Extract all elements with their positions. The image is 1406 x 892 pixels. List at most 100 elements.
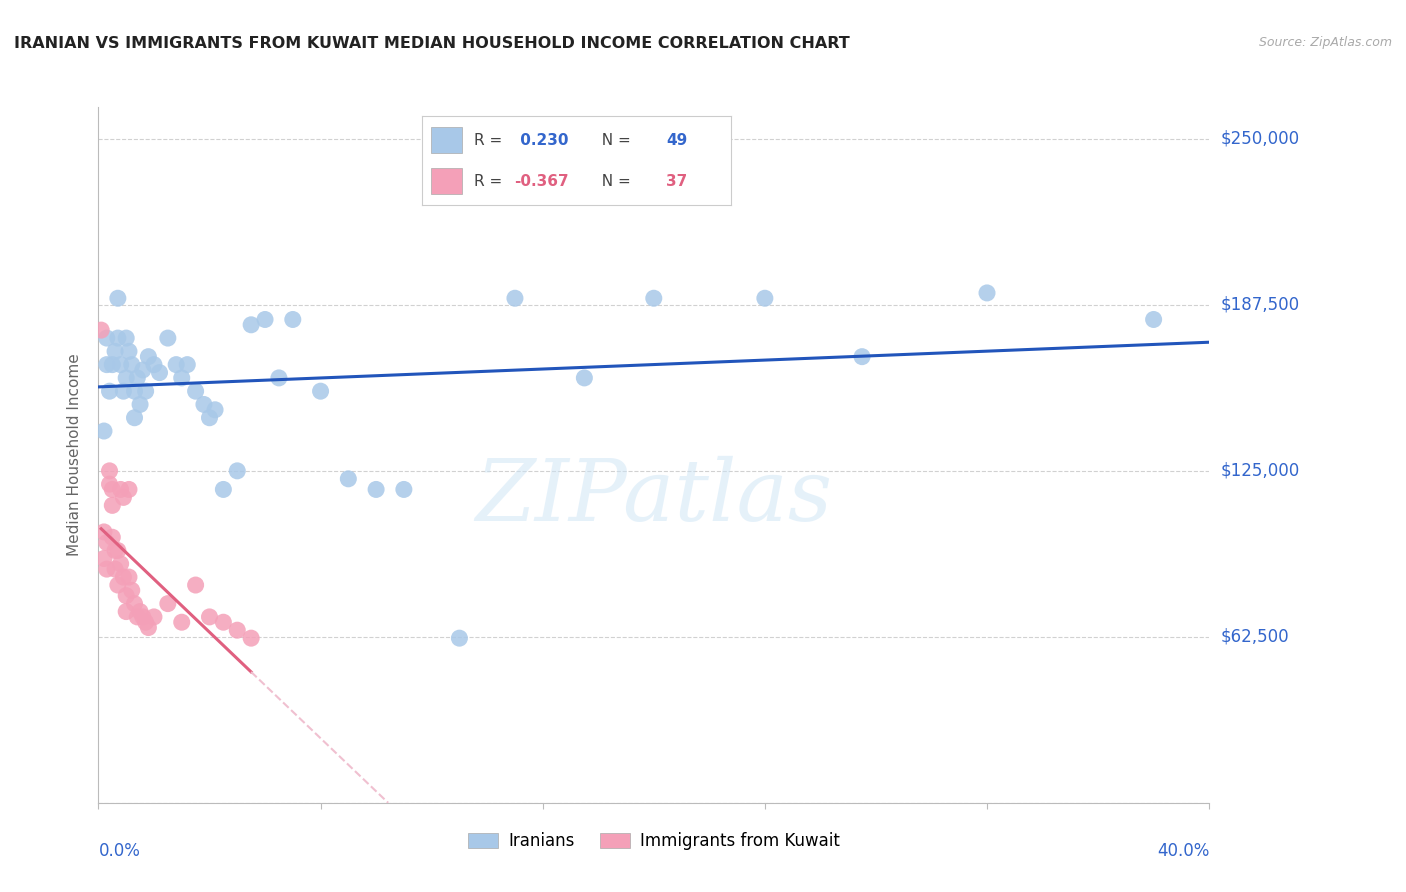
Point bbox=[115, 331, 138, 345]
Point bbox=[115, 371, 138, 385]
Point bbox=[240, 631, 263, 645]
Point bbox=[98, 384, 121, 399]
Bar bbox=[432, 168, 463, 194]
Text: N =: N = bbox=[592, 133, 636, 147]
Point bbox=[124, 410, 146, 425]
Point bbox=[96, 358, 118, 372]
Point bbox=[110, 557, 132, 571]
Point bbox=[253, 312, 276, 326]
Point bbox=[115, 605, 138, 619]
Point bbox=[337, 472, 360, 486]
Point bbox=[198, 410, 221, 425]
Point bbox=[240, 318, 263, 332]
Point bbox=[198, 610, 221, 624]
Point bbox=[101, 499, 124, 513]
Point bbox=[851, 350, 873, 364]
Point bbox=[148, 366, 170, 380]
Point bbox=[503, 291, 526, 305]
Point bbox=[101, 483, 124, 497]
Point bbox=[101, 358, 124, 372]
Text: 40.0%: 40.0% bbox=[1157, 842, 1209, 860]
Text: 0.230: 0.230 bbox=[515, 133, 568, 147]
Point bbox=[129, 397, 152, 411]
Point bbox=[132, 363, 155, 377]
Point bbox=[107, 291, 129, 305]
Point bbox=[121, 358, 143, 372]
Legend: Iranians, Immigrants from Kuwait: Iranians, Immigrants from Kuwait bbox=[461, 826, 846, 857]
Point bbox=[93, 424, 115, 438]
Point bbox=[976, 285, 998, 300]
Point bbox=[184, 384, 207, 399]
Text: R =: R = bbox=[474, 133, 508, 147]
Point bbox=[90, 323, 112, 337]
Point bbox=[104, 562, 127, 576]
Point bbox=[366, 483, 388, 497]
Point bbox=[127, 371, 149, 385]
Point bbox=[138, 621, 160, 635]
Point bbox=[135, 615, 157, 630]
Point bbox=[193, 397, 215, 411]
Bar bbox=[432, 127, 463, 153]
Point bbox=[110, 483, 132, 497]
Text: $125,000: $125,000 bbox=[1220, 462, 1299, 480]
Point bbox=[132, 610, 155, 624]
Text: 49: 49 bbox=[666, 133, 688, 147]
Point bbox=[170, 615, 193, 630]
Point bbox=[267, 371, 290, 385]
Point bbox=[281, 312, 304, 326]
Point bbox=[184, 578, 207, 592]
Point bbox=[104, 344, 127, 359]
Text: N =: N = bbox=[592, 174, 636, 188]
Point bbox=[226, 464, 249, 478]
Point bbox=[98, 464, 121, 478]
Text: $187,500: $187,500 bbox=[1220, 296, 1299, 314]
Point bbox=[104, 543, 127, 558]
Text: 37: 37 bbox=[666, 174, 688, 188]
Point bbox=[156, 331, 179, 345]
Text: IRANIAN VS IMMIGRANTS FROM KUWAIT MEDIAN HOUSEHOLD INCOME CORRELATION CHART: IRANIAN VS IMMIGRANTS FROM KUWAIT MEDIAN… bbox=[14, 36, 849, 51]
Point bbox=[176, 358, 198, 372]
Point bbox=[170, 371, 193, 385]
Point bbox=[118, 570, 141, 584]
Point bbox=[309, 384, 332, 399]
Point bbox=[212, 483, 235, 497]
Point bbox=[93, 551, 115, 566]
Point bbox=[212, 615, 235, 630]
Point bbox=[107, 331, 129, 345]
Point bbox=[156, 597, 179, 611]
Point bbox=[129, 605, 152, 619]
Point bbox=[392, 483, 415, 497]
Y-axis label: Median Household Income: Median Household Income bbox=[67, 353, 83, 557]
Point bbox=[754, 291, 776, 305]
Point bbox=[112, 491, 135, 505]
Point bbox=[118, 483, 141, 497]
Point bbox=[110, 358, 132, 372]
Text: Source: ZipAtlas.com: Source: ZipAtlas.com bbox=[1258, 36, 1392, 49]
Point bbox=[96, 562, 118, 576]
Point bbox=[226, 623, 249, 637]
Point bbox=[121, 583, 143, 598]
Point bbox=[127, 610, 149, 624]
Point bbox=[107, 578, 129, 592]
Point bbox=[101, 530, 124, 544]
Point bbox=[165, 358, 187, 372]
Point bbox=[143, 610, 166, 624]
Text: R =: R = bbox=[474, 174, 508, 188]
Point bbox=[112, 570, 135, 584]
Point bbox=[138, 350, 160, 364]
Point bbox=[449, 631, 471, 645]
Point bbox=[93, 524, 115, 539]
Point bbox=[204, 402, 226, 417]
Point bbox=[98, 477, 121, 491]
Point bbox=[115, 589, 138, 603]
Point bbox=[143, 358, 166, 372]
Point bbox=[643, 291, 665, 305]
Point bbox=[124, 384, 146, 399]
Point bbox=[112, 384, 135, 399]
Text: $250,000: $250,000 bbox=[1220, 130, 1299, 148]
Point bbox=[1143, 312, 1166, 326]
Text: ZIPatlas: ZIPatlas bbox=[475, 455, 832, 538]
Point bbox=[96, 331, 118, 345]
Text: $62,500: $62,500 bbox=[1220, 628, 1289, 646]
Point bbox=[118, 344, 141, 359]
